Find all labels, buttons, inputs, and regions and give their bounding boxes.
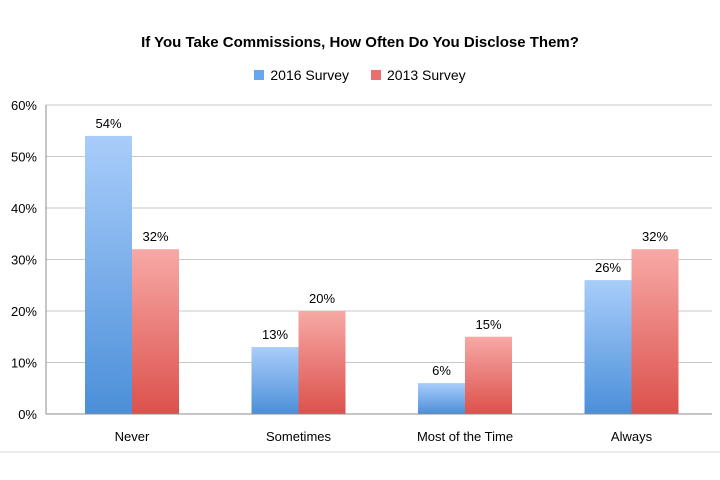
x-category-label: Never (115, 429, 150, 444)
y-tick-label: 30% (11, 253, 37, 268)
bar-0-2 (418, 383, 465, 414)
legend-swatch-2016 (254, 70, 265, 80)
bar-1-1 (298, 311, 346, 414)
bar-1-3 (631, 249, 679, 414)
y-tick-label: 60% (11, 98, 37, 113)
axes: 0% 10% 20% 30% 40% 50% 60% Never Sometimes Most o… (0, 98, 720, 453)
data-label: 15% (475, 317, 501, 332)
data-label: 54% (95, 116, 121, 131)
y-tick-label: 20% (11, 304, 37, 319)
data-label: 13% (262, 327, 288, 342)
x-category-label: Sometimes (266, 429, 332, 444)
x-category-label: Always (611, 429, 653, 444)
bar-0-1 (251, 347, 299, 414)
data-label: 32% (142, 229, 168, 244)
data-label: 26% (595, 260, 621, 275)
y-tick-label: 0% (18, 407, 37, 422)
legend-label-2016: 2016 Survey (270, 67, 349, 83)
legend-swatch-2013 (371, 70, 381, 80)
y-tick-label: 40% (11, 201, 37, 216)
legend: 2016 Survey 2013 Survey (0, 67, 720, 83)
bar-0-0 (85, 135, 132, 414)
bars: 54% 32% 13% 20% 6% 15% 26% 32% (85, 116, 679, 414)
bar-0-3 (584, 280, 632, 414)
y-tick-label: 50% (11, 150, 37, 165)
legend-label-2013: 2013 Survey (387, 67, 466, 83)
bar-1-0 (132, 249, 179, 414)
x-category-label: Most of the Time (417, 429, 513, 444)
data-label: 32% (642, 229, 668, 244)
bar-1-2 (465, 336, 512, 414)
legend-item-2016: 2016 Survey (254, 67, 349, 83)
y-tick-label: 10% (11, 356, 37, 371)
data-label: 6% (432, 363, 451, 378)
legend-item-2013: 2013 Survey (371, 67, 466, 83)
chart-title: If You Take Commissions, How Often Do Yo… (141, 34, 579, 51)
data-label: 20% (309, 291, 335, 306)
